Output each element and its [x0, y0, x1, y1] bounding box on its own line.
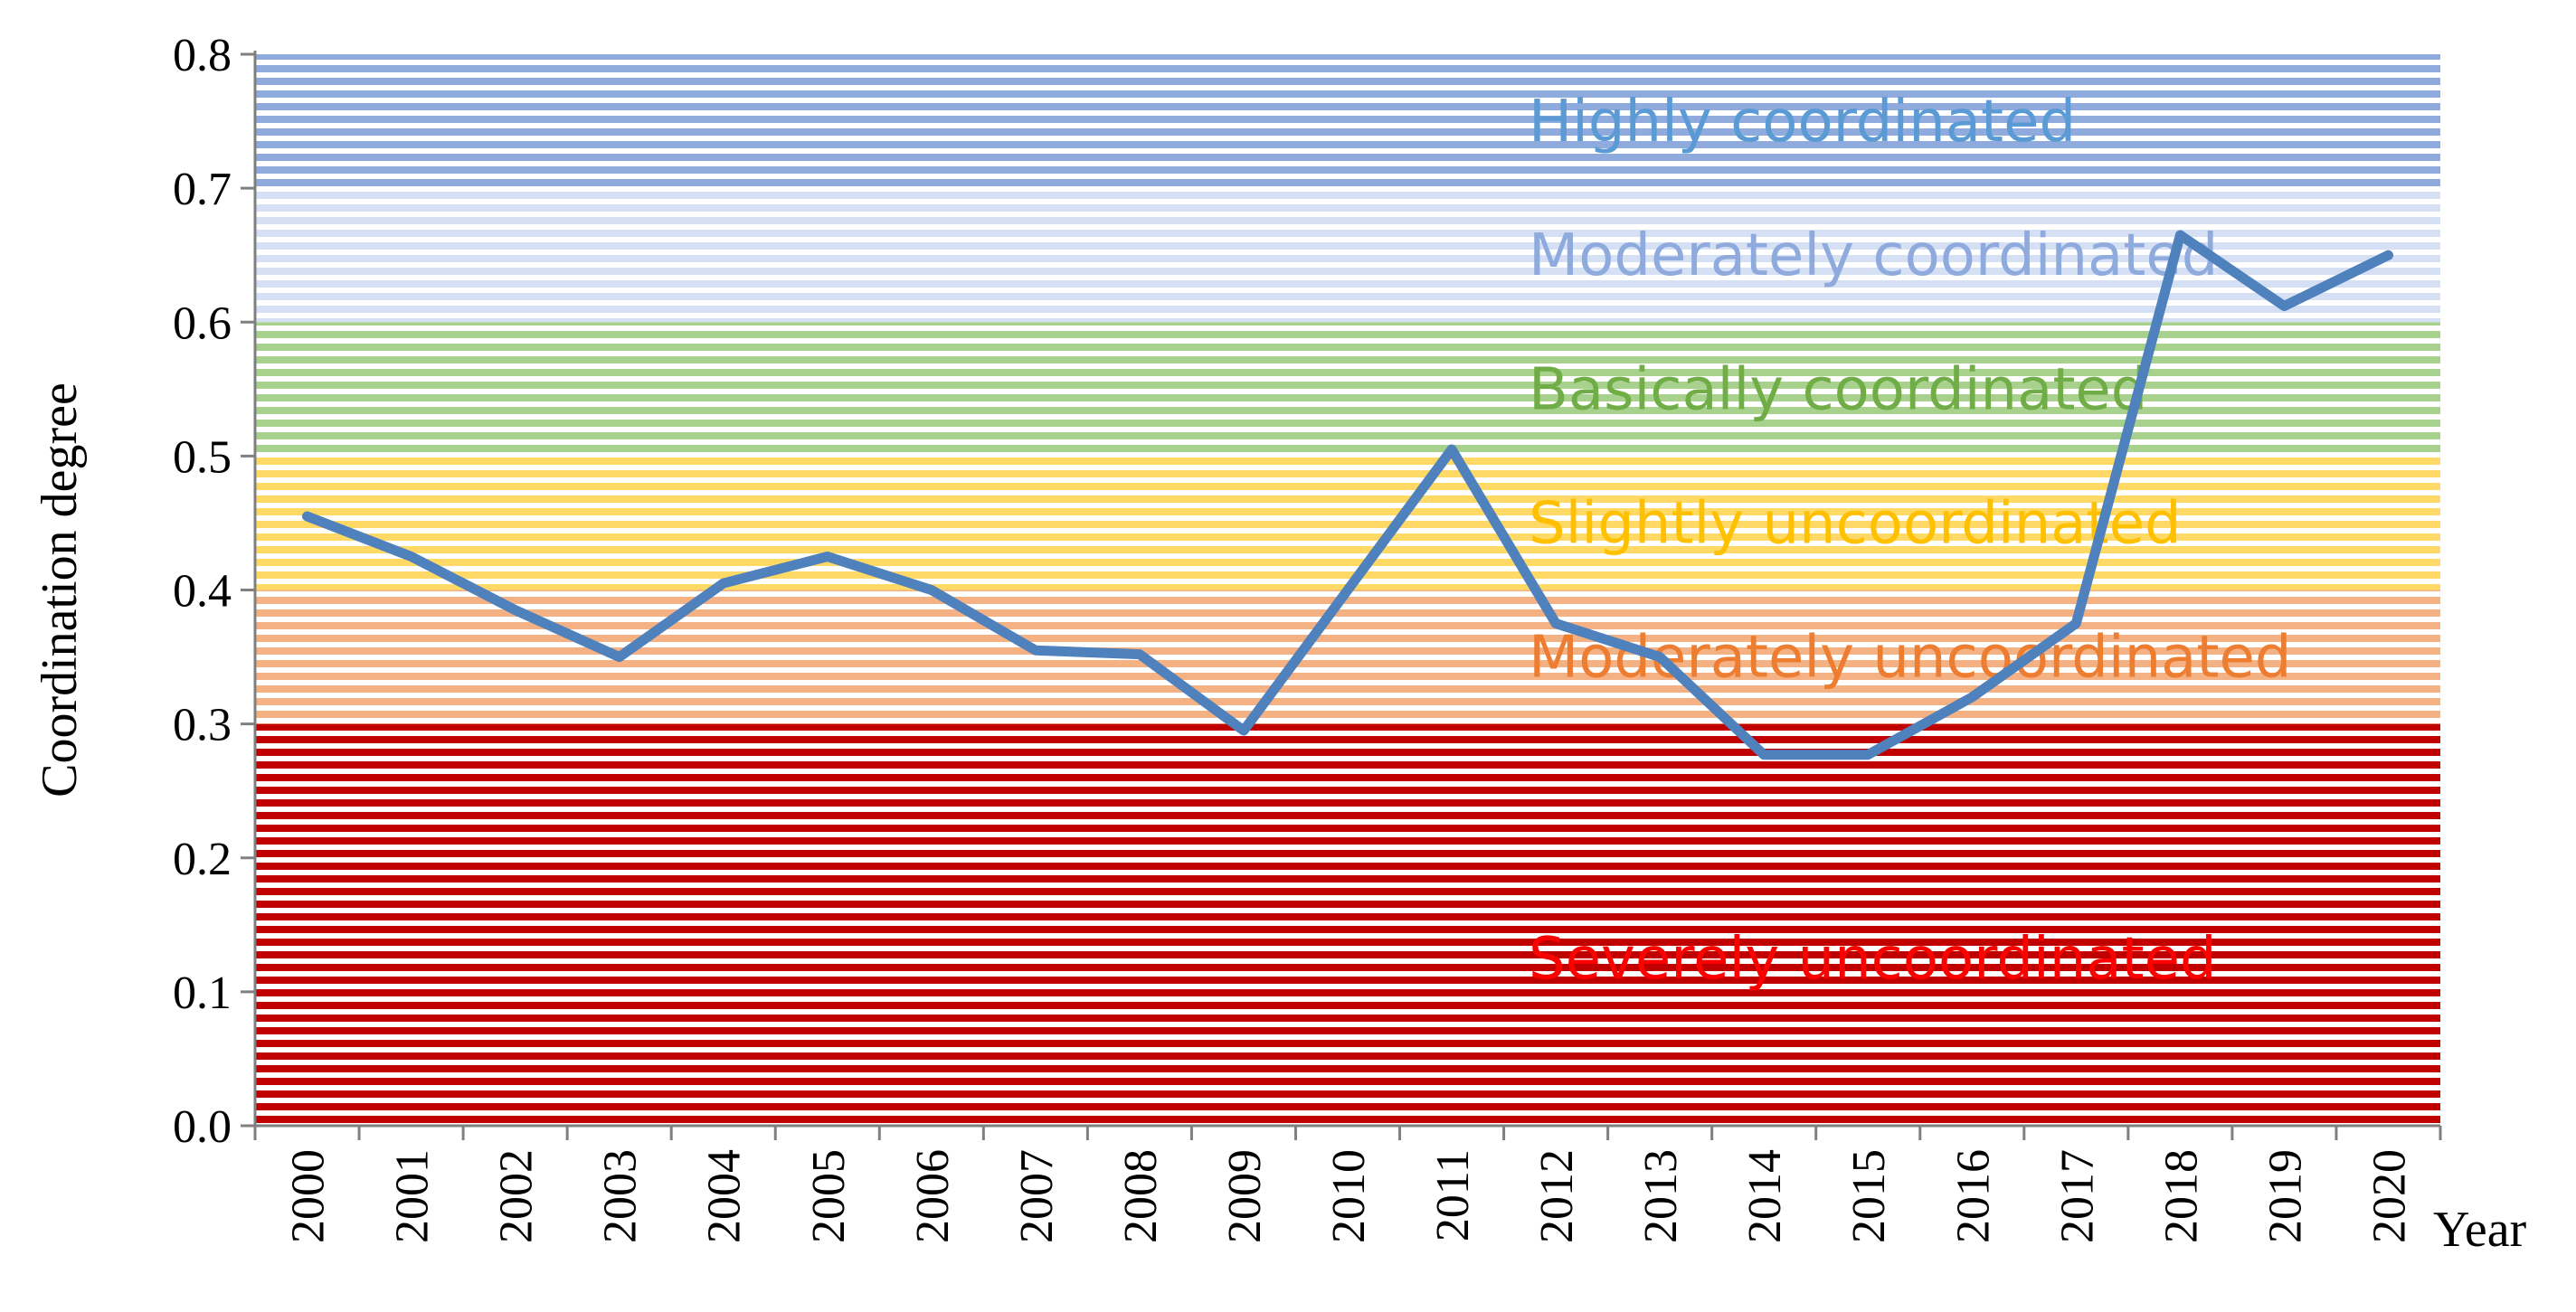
x-tick-label: 2009	[1219, 1149, 1271, 1243]
band-label-moderately-uncoordinated: Moderately uncoordinated	[1529, 625, 2291, 692]
band-labels-layer: Severely uncoordinated Moderately uncoord…	[1529, 89, 2291, 993]
x-tick-label: 2016	[1947, 1149, 1999, 1243]
y-tick-label: 0.2	[173, 834, 232, 885]
x-tick-label: 2019	[2259, 1149, 2311, 1243]
y-tick-label: 0.3	[173, 700, 232, 751]
x-tick-label: 2008	[1115, 1149, 1167, 1243]
series-line	[302, 230, 2393, 760]
y-tick-label: 0.8	[173, 30, 232, 81]
band-label-slightly-uncoordinated: Slightly uncoordinated	[1529, 490, 2182, 557]
band-label-highly-coordinated: Highly coordinated	[1529, 89, 2076, 156]
band-highly-coordinated	[255, 54, 2440, 189]
x-tick-label: 2018	[2155, 1149, 2207, 1243]
x-axis-title: Year	[2433, 1202, 2527, 1258]
y-tick-label: 0.5	[173, 431, 232, 483]
x-tick-label: 2007	[1011, 1149, 1063, 1243]
x-tick-label: 2003	[595, 1149, 647, 1243]
x-tick-label: 2001	[387, 1149, 439, 1243]
band-label-severely-uncoordinated: Severely uncoordinated	[1529, 926, 2217, 993]
x-tick-label: 2012	[1531, 1149, 1583, 1243]
band-label-basically-coordinated: Basically coordinated	[1529, 356, 2147, 423]
x-tick-label: 2002	[491, 1149, 543, 1243]
x-tick-label: 2006	[907, 1149, 959, 1243]
x-tick-label: 2014	[1739, 1149, 1791, 1243]
y-axis-title: Coordination degree	[32, 382, 88, 798]
band-severely-uncoordinated	[255, 723, 2440, 1126]
x-tick-label: 2015	[1843, 1149, 1895, 1243]
x-tick-label: 2005	[803, 1149, 855, 1243]
y-tick-label: 0.6	[173, 297, 232, 349]
band-slightly-uncoordinated	[255, 456, 2440, 590]
band-moderately-coordinated	[255, 188, 2440, 323]
x-tick-label: 2000	[283, 1149, 335, 1243]
x-tick-label: 2004	[699, 1149, 751, 1243]
x-tick-label: 2013	[1635, 1149, 1687, 1243]
x-tick-label: 2020	[2363, 1149, 2415, 1243]
axes-layer: 0.0 0.1 0.2 0.3 0.4 0.5 0.6 0.7 0.8 2000 2001 2002 2…	[173, 30, 2442, 1243]
band-label-moderately-coordinated: Moderately coordinated	[1529, 222, 2218, 289]
x-tick-label: 2011	[1427, 1149, 1479, 1241]
y-tick-label: 0.0	[173, 1101, 232, 1153]
series-layer	[302, 230, 2393, 760]
y-tick-label: 0.7	[173, 164, 232, 215]
x-tick-label: 2017	[2051, 1149, 2103, 1243]
y-tick-label: 0.4	[173, 566, 232, 618]
x-tick-label: 2010	[1323, 1149, 1375, 1243]
band-basically-coordinated	[255, 322, 2440, 457]
y-tick-label: 0.1	[173, 967, 232, 1019]
